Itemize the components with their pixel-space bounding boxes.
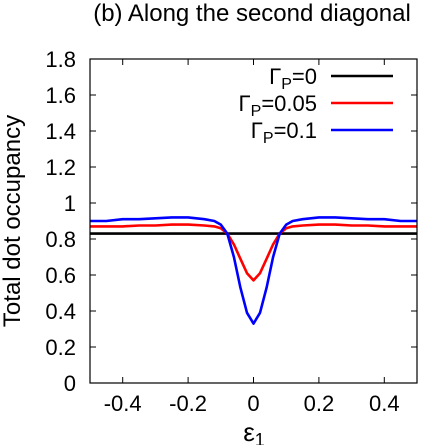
legend-label-0: ΓP=0 [269, 64, 317, 93]
legend-label-value: =0.1 [274, 118, 317, 143]
axis-tick-labels: -0.4 -0.2 0 0.2 0.4 0 0.2 0.4 0.6 0.8 1 1.2 1.4 1.6 1.… [45, 47, 399, 416]
x-tick-label: 0 [247, 391, 259, 416]
y-tick-label: 1.4 [45, 119, 76, 144]
y-axis-label-group: Total dot occupancy [0, 115, 26, 327]
legend-label-1: ΓP=0.05 [239, 91, 317, 120]
y-tick-label: 1.2 [45, 155, 76, 180]
x-axis-label-main: ε [243, 417, 255, 445]
plot-area-frame [89, 58, 418, 384]
y-tick-label: 1.6 [45, 83, 76, 108]
legend-label-symbol: Γ [251, 118, 263, 143]
legend-label-subscript: P [281, 76, 292, 93]
y-tick-label: 0.4 [45, 299, 76, 324]
legend-label-symbol: Γ [269, 64, 281, 89]
legend-label-subscript: P [251, 103, 262, 120]
x-tick-label: -0.2 [169, 391, 207, 416]
legend-label-subscript: P [263, 130, 274, 147]
y-tick-label: 0 [64, 371, 76, 396]
y-axis-label: Total dot occupancy [0, 115, 26, 327]
y-tick-label: 0.2 [45, 335, 76, 360]
y-tick-label: 1 [64, 191, 76, 216]
legend-label-2: ΓP=0.1 [251, 118, 317, 147]
legend-label-value: =0 [292, 64, 317, 89]
series-line-1 [90, 223, 417, 282]
x-tick-label: -0.4 [104, 391, 142, 416]
legend-label-value: =0.05 [261, 91, 317, 116]
series-line-2 [90, 216, 417, 325]
y-tick-label: 0.6 [45, 263, 76, 288]
x-axis-label: ε1 [243, 417, 265, 445]
x-tick-label: 0.4 [369, 391, 400, 416]
x-tick-label: 0.2 [304, 391, 335, 416]
legend-label-symbol: Γ [239, 91, 251, 116]
y-tick-label: 1.8 [45, 47, 76, 72]
x-axis-label-subscript: 1 [255, 430, 265, 445]
y-tick-label: 0.8 [45, 227, 76, 252]
series-lines [90, 216, 417, 325]
chart-title: (b) Along the second diagonal [93, 0, 411, 27]
